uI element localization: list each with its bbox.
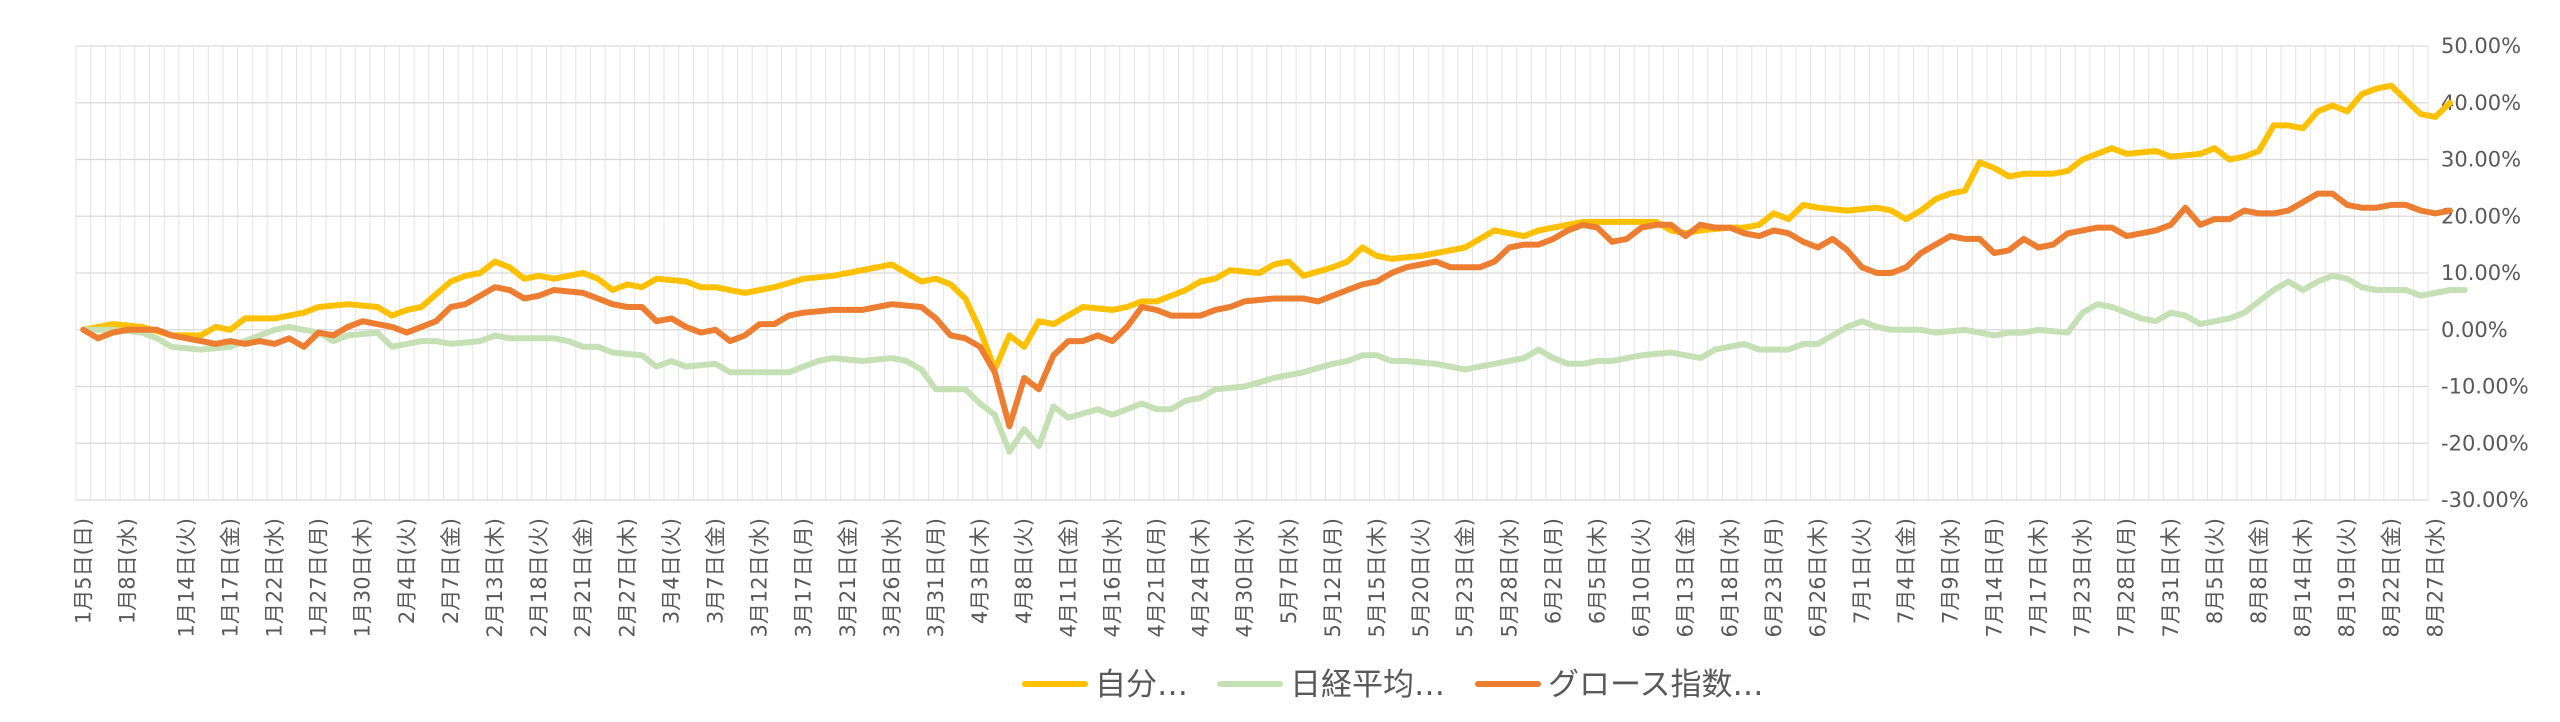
x-tick-label: 3月31日(月)	[924, 518, 948, 637]
x-tick-label: 5月28日(水)	[1497, 518, 1521, 637]
series-lines	[80, 82, 2468, 455]
x-tick-label: 6月2日(月)	[1541, 518, 1565, 624]
x-tick-label: 2月13日(木)	[483, 518, 507, 637]
x-tick-label: 1月14日(火)	[174, 518, 198, 637]
x-tick-label: 1月30日(木)	[351, 518, 375, 637]
x-tick-label: 3月7日(金)	[703, 518, 727, 624]
legend: 自分… 日経平均… グロース指数…	[1022, 667, 1763, 703]
x-tick-label: 8月8日(金)	[2247, 518, 2271, 624]
x-tick-label: 6月18日(水)	[1718, 518, 1742, 637]
x-tick-label: 1月22日(水)	[262, 518, 286, 637]
y-tick-label: 10.00%	[2441, 261, 2521, 285]
x-tick-label: 1月5日(日)	[71, 518, 95, 624]
x-tick-label: 7月14日(月)	[1982, 518, 2006, 637]
x-tick-label: 3月12日(水)	[748, 518, 772, 637]
x-tick-label: 4月30日(水)	[1233, 518, 1257, 637]
x-tick-label: 7月28日(月)	[2115, 518, 2139, 637]
x-tick-label: 3月26日(水)	[880, 518, 904, 637]
series-line-0	[80, 82, 2453, 373]
y-tick-label: -30.00%	[2441, 488, 2529, 512]
x-tick-label: 5月12日(月)	[1321, 518, 1345, 637]
x-tick-label: 2月7日(金)	[439, 518, 463, 624]
x-tick-label: 5月15日(木)	[1365, 518, 1389, 637]
x-tick-label: 3月4日(火)	[659, 518, 683, 624]
x-tick-label: 7月17日(木)	[2026, 518, 2050, 637]
y-tick-label: 0.00%	[2441, 318, 2508, 342]
x-tick-label: 6月10日(火)	[1630, 518, 1654, 637]
x-tick-label: 7月23日(水)	[2071, 518, 2095, 637]
x-tick-label: 4月16日(水)	[1100, 518, 1124, 637]
x-tick-label: 4月21日(月)	[1144, 518, 1168, 637]
x-tick-label: 1月8日(水)	[115, 518, 139, 624]
x-tick-label: 2月4日(火)	[395, 518, 419, 624]
x-tick-label: 4月8日(火)	[1012, 518, 1036, 624]
legend-label-0: 自分…	[1095, 667, 1188, 703]
x-tick-label: 6月13日(金)	[1674, 518, 1698, 637]
x-tick-label: 1月27日(月)	[307, 518, 331, 637]
series-line-1	[80, 272, 2468, 455]
x-tick-label: 8月27日(水)	[2423, 518, 2447, 637]
x-tick-label: 7月9日(水)	[1938, 518, 1962, 624]
y-tick-label: 20.00%	[2441, 204, 2521, 228]
x-tick-label: 3月17日(月)	[792, 518, 816, 637]
legend-label-1: 日経平均…	[1290, 667, 1445, 703]
x-tick-label: 5月7日(水)	[1277, 518, 1301, 624]
y-axis-tick-labels: 50.00% 40.00% 30.00% 20.00% 10.00% 0.00% -10.0…	[2441, 34, 2529, 512]
y-tick-label: -10.00%	[2441, 375, 2529, 399]
x-tick-label: 8月5日(火)	[2203, 518, 2227, 624]
x-tick-label: 7月4日(金)	[1894, 518, 1918, 624]
x-tick-label: 1月17日(金)	[218, 518, 242, 637]
x-tick-label: 2月21日(金)	[571, 518, 595, 637]
x-tick-label: 4月11日(金)	[1056, 518, 1080, 637]
legend-label-2: グロース指数…	[1548, 667, 1763, 703]
x-tick-label: 7月1日(火)	[1850, 518, 1874, 624]
x-tick-label: 8月14日(木)	[2291, 518, 2315, 637]
x-tick-label: 2月27日(木)	[615, 518, 639, 637]
y-tick-label: 40.00%	[2441, 91, 2521, 115]
x-tick-label: 7月31日(木)	[2159, 518, 2183, 637]
series-line-2	[80, 190, 2453, 430]
x-tick-label: 5月23日(金)	[1453, 518, 1477, 637]
x-tick-label: 6月23日(月)	[1762, 518, 1786, 637]
x-axis-tick-labels: 1月5日(日) 1月8日(水) 1月14日(火) 1月17日(金) 1月22日(水) 1月…	[71, 518, 2447, 637]
y-tick-label: 50.00%	[2441, 34, 2521, 58]
x-tick-label: 4月3日(木)	[968, 518, 992, 624]
x-tick-label: 3月21日(金)	[836, 518, 860, 637]
x-tick-label: 6月26日(木)	[1806, 518, 1830, 637]
x-tick-label: 8月22日(金)	[2379, 518, 2403, 637]
x-tick-label: 4月24日(木)	[1189, 518, 1213, 637]
x-tick-label: 6月5日(木)	[1585, 518, 1609, 624]
y-tick-label: 30.00%	[2441, 148, 2521, 172]
x-tick-label: 8月19日(火)	[2335, 518, 2359, 637]
x-tick-label: 2月18日(火)	[527, 518, 551, 637]
x-tick-label: 5月20日(火)	[1409, 518, 1433, 637]
y-tick-label: -20.00%	[2441, 431, 2529, 455]
